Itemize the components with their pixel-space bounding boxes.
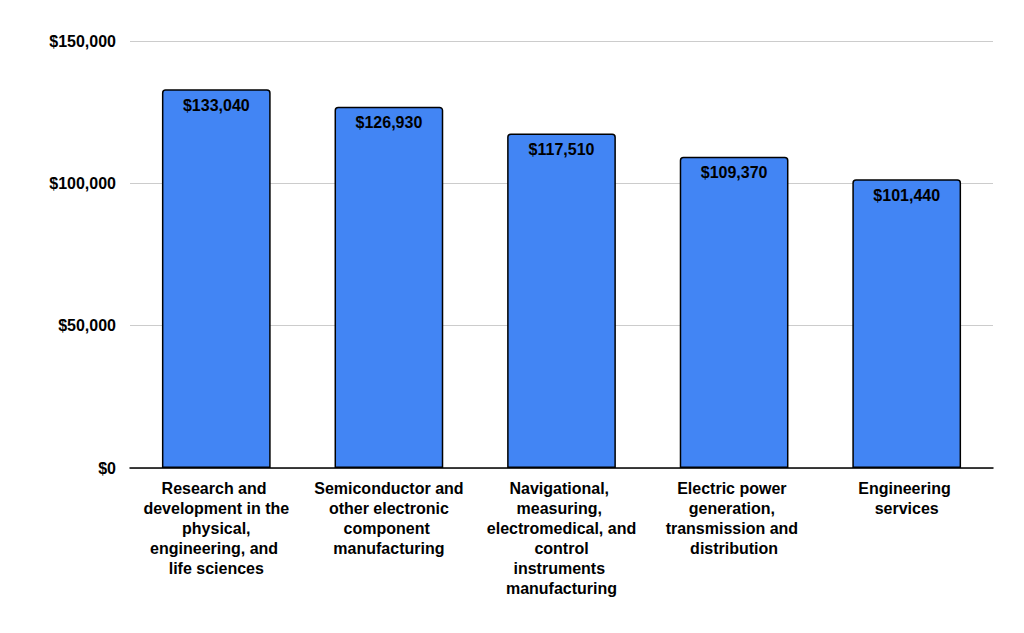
svg-text:control: control — [530, 540, 593, 557]
svg-text:instruments: instruments — [513, 560, 609, 577]
svg-text:engineering, and: engineering, and — [150, 540, 282, 557]
svg-text:electromedical, and: electromedical, and — [487, 520, 636, 537]
svg-text:$101,440: $101,440 — [873, 187, 940, 204]
svg-text:services: services — [875, 500, 939, 517]
svg-text:distribution: distribution — [690, 540, 778, 557]
svg-text:$126,930: $126,930 — [356, 114, 423, 131]
svg-text:transmission and: transmission and — [666, 520, 803, 537]
svg-text:manufacturing: manufacturing — [506, 580, 617, 597]
svg-text:component: component — [344, 520, 435, 537]
svg-text:development in the: development in the — [143, 500, 289, 517]
svg-text:Semiconductor and: Semiconductor and — [314, 480, 463, 497]
svg-text:measuring,: measuring, — [517, 500, 607, 517]
svg-text:physical,: physical, — [178, 520, 255, 537]
svg-text:$150,000: $150,000 — [49, 33, 116, 50]
svg-text:$0: $0 — [98, 460, 116, 477]
svg-text:other electronic: other electronic — [324, 500, 453, 517]
svg-text:manufacturing: manufacturing — [333, 540, 444, 557]
svg-text:Research and: Research and — [162, 480, 271, 497]
svg-text:generation,: generation, — [689, 500, 780, 517]
svg-text:Navigational,: Navigational, — [509, 480, 613, 497]
svg-text:$50,000: $50,000 — [58, 317, 116, 334]
svg-text:life sciences: life sciences — [169, 560, 264, 577]
svg-text:Engineering: Engineering — [858, 480, 955, 497]
svg-text:$117,510: $117,510 — [529, 141, 595, 158]
svg-text:$133,040: $133,040 — [183, 97, 250, 114]
svg-text:$100,000: $100,000 — [49, 175, 116, 192]
svg-text:Electric power: Electric power — [677, 480, 791, 497]
svg-text:$109,370: $109,370 — [701, 164, 768, 181]
